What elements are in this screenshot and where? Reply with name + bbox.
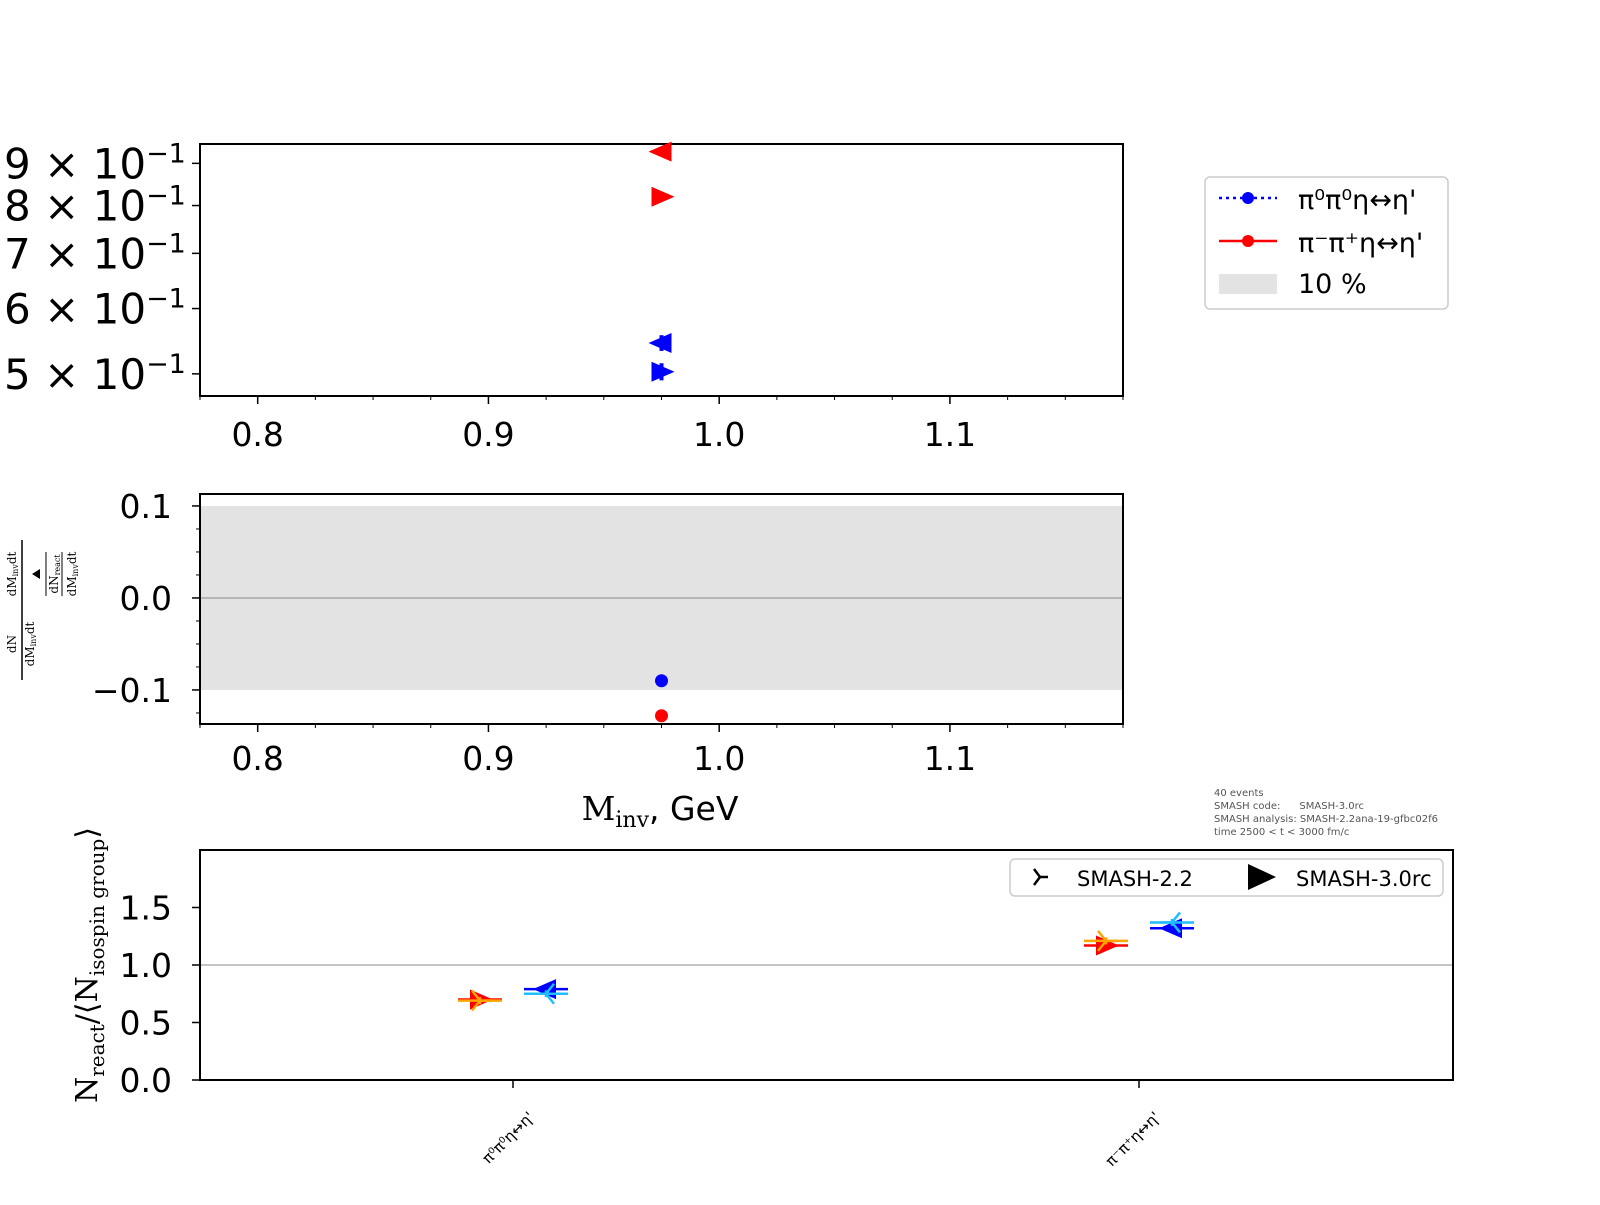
bottom-data-point	[471, 989, 492, 1012]
ratio-y-tick-label: 0.1	[120, 487, 172, 526]
legend-bottom-frame	[1009, 858, 1444, 897]
ratio-y-tick-label: 0.0	[120, 579, 172, 618]
bottom-y-tick-label: 1.5	[120, 889, 172, 928]
top-x-tick-label: 1.1	[924, 415, 976, 454]
bottom-y-tick-label: 1.0	[120, 946, 172, 985]
top-x-tick-label: 0.8	[231, 415, 283, 454]
ratio-y-axis-label: dN dMinvdt dMinvdt dNreact dMinvdt	[5, 540, 80, 680]
legend-label-series-b: π⁻π⁺η↔η'	[1298, 228, 1423, 259]
legend-marker-series-a	[1242, 192, 1254, 204]
svg-text:dNreact: dNreact	[47, 554, 62, 594]
ratio-y-tick-label: −0.1	[92, 671, 172, 710]
legend-label-band: 10 %	[1298, 269, 1367, 300]
legend-top: π⁰π⁰η↔η' π⁻π⁺η↔η' 10 %	[1204, 176, 1449, 310]
bottom-y-tick-label: 0.0	[120, 1061, 172, 1100]
svg-text:dMinvdt: dMinvdt	[5, 551, 20, 596]
bottom-y-axis-label: Nreact/⟨Nisospin group⟩	[70, 827, 109, 1103]
top-y-tick-label: 6 × 10−1	[4, 284, 186, 334]
run-info-analysis: SMASH analysis: SMASH-2.2ana-19-gfbc02f6	[1214, 814, 1438, 825]
bottom-data-point	[534, 982, 555, 1005]
ratio-plot-frame	[199, 493, 1124, 725]
bottom-x-tick-label: π⁰π⁰η↔η'	[479, 1108, 538, 1167]
top-y-tick-label: 5 × 10−1	[4, 349, 186, 399]
run-info-events: 40 events	[1214, 788, 1264, 799]
top-x-tick-label: 0.9	[462, 415, 514, 454]
legend-marker-smash-2-2	[1033, 868, 1048, 886]
bottom-data-point	[1160, 911, 1181, 934]
ratio-x-axis-label: Minv, GeV	[582, 789, 739, 833]
ratio-x-tick-label: 1.0	[693, 739, 745, 778]
top-data-point	[651, 186, 675, 207]
top-y-tick-label: 7 × 10−1	[4, 228, 186, 278]
bottom-y-tick-label: 0.5	[120, 1004, 172, 1043]
ratio-data-point	[655, 674, 668, 688]
svg-text:dMinvdt: dMinvdt	[23, 621, 38, 666]
ratio-data-point	[655, 709, 668, 723]
svg-text:dMinvdt: dMinvdt	[65, 551, 80, 596]
top-y-tick-label: 8 × 10−1	[4, 181, 186, 231]
legend-bottom: SMASH-2.2 SMASH-3.0rc	[1009, 858, 1444, 897]
ratio-x-tick-label: 0.8	[231, 739, 283, 778]
bottom-panel: 1.5 1.0 0.5 0.0 π⁰π⁰η↔η' π⁻π⁺η↔η' Nreact/⟨Nis…	[70, 827, 1454, 1170]
bottom-data-point	[1096, 935, 1119, 956]
ratio-x-tick-label: 1.1	[924, 739, 976, 778]
top-data-point	[651, 361, 675, 382]
bottom-x-tick-label: π⁻π⁺η↔η'	[1102, 1108, 1164, 1170]
top-data-point	[648, 141, 672, 162]
ratio-panel: 0.8 0.9 1.0 1.1 0.1 0.0 −0.1 Minv, GeV dN dMin…	[5, 487, 1124, 833]
bottom-plot-frame	[199, 849, 1454, 1081]
top-panel: 0.8 0.9 1.0 1.1 9 × 10−18 × 10−17 × 10−1 6 × …	[4, 138, 1124, 454]
run-info-time: time 2500 < t < 3000 fm/c	[1214, 827, 1349, 838]
bottom-data-point	[533, 979, 556, 1000]
ratio-x-tick-label: 0.9	[462, 739, 514, 778]
top-x-tick-label: 1.0	[693, 415, 745, 454]
legend-patch-band	[1219, 274, 1277, 294]
run-info: 40 events SMASH code: SMASH-3.0rc SMASH …	[1214, 788, 1438, 838]
legend-label-smash-3-0rc: SMASH-3.0rc	[1296, 867, 1432, 891]
top-plot-frame	[199, 143, 1124, 397]
bottom-data-point	[1097, 930, 1118, 952]
legend-label-series-a: π⁰π⁰η↔η'	[1298, 185, 1416, 216]
legend-marker-series-b	[1242, 235, 1254, 247]
legend-marker-smash-3-0rc	[1248, 864, 1276, 890]
run-info-code: SMASH code: SMASH-3.0rc	[1214, 801, 1364, 812]
svg-text:dN: dN	[5, 635, 19, 653]
top-data-point	[648, 332, 672, 353]
top-y-tick-label: 9 × 10−1	[4, 138, 186, 188]
legend-label-smash-2-2: SMASH-2.2	[1077, 867, 1193, 891]
